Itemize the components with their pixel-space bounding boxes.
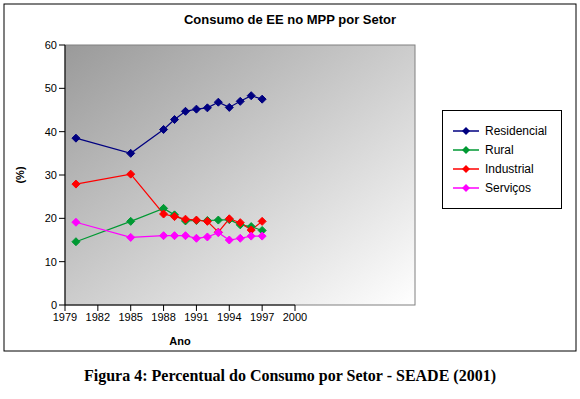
svg-text:40: 40 [45, 126, 57, 138]
svg-text:1982: 1982 [86, 311, 110, 323]
svg-text:50: 50 [45, 82, 57, 94]
html-text:Residencial: Residencial [485, 124, 547, 138]
svg-text:2000: 2000 [283, 311, 307, 323]
svg-text:30: 30 [45, 169, 57, 181]
html-text:Industrial: Industrial [485, 162, 534, 176]
svg-text:1988: 1988 [151, 311, 175, 323]
svg-text:(%): (%) [14, 166, 26, 183]
svg-text:1997: 1997 [250, 311, 274, 323]
svg-text:0: 0 [51, 299, 57, 311]
svg-text:1991: 1991 [184, 311, 208, 323]
html-text:Figura 4: Percentual do Consum: Figura 4: Percentual do Consumo por Seto… [84, 367, 496, 384]
svg-text:Ano: Ano [169, 335, 191, 347]
svg-text:60: 60 [45, 39, 57, 51]
html-text:Serviços: Serviços [485, 181, 531, 195]
html-text:Rural: Rural [485, 143, 514, 157]
svg-text:1994: 1994 [217, 311, 241, 323]
html-text:Consumo de EE no MPP por Setor: Consumo de EE no MPP por Setor [183, 12, 397, 27]
svg-text:20: 20 [45, 212, 57, 224]
svg-text:1979: 1979 [53, 311, 77, 323]
svg-text:1985: 1985 [118, 311, 142, 323]
svg-text:10: 10 [45, 256, 57, 268]
